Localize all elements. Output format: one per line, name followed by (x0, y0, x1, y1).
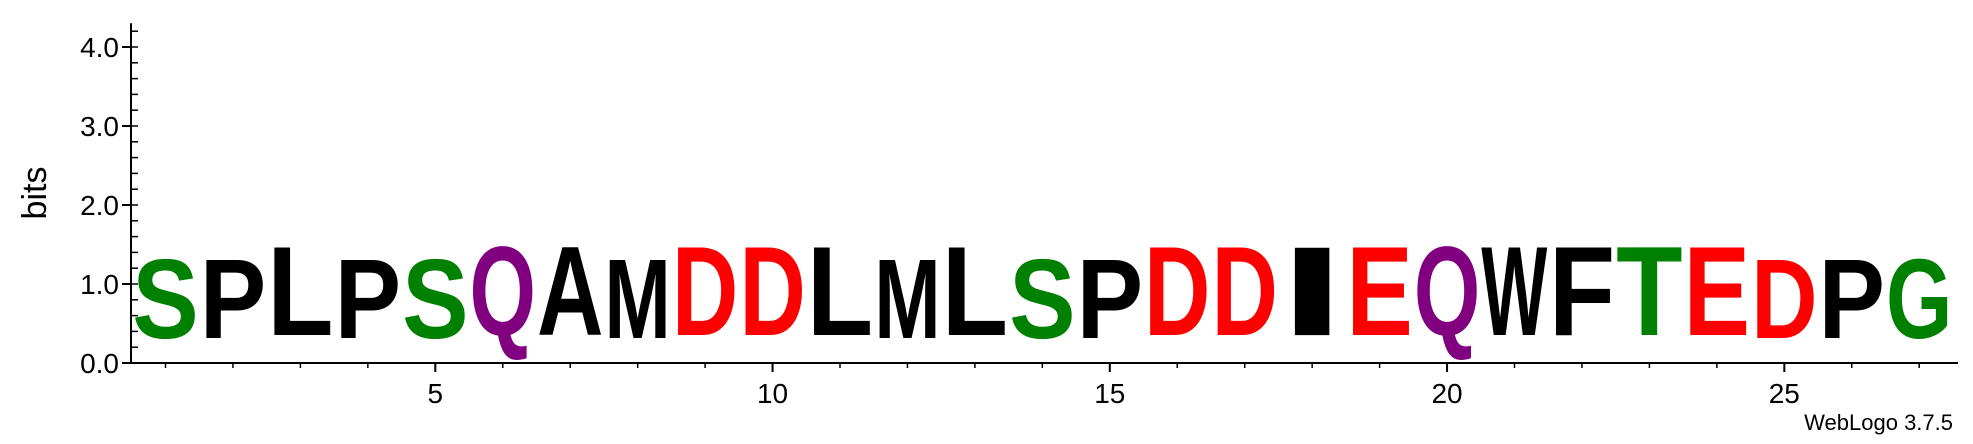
logo-letter-D: D (739, 222, 805, 363)
logo-letter-S: S (1009, 236, 1075, 362)
logo-letter-I: I (1279, 220, 1345, 362)
logo-letter-F: F (1549, 221, 1615, 363)
logo-letter-E: E (1684, 222, 1750, 363)
x-tick-label: 10 (757, 378, 788, 409)
y-axis-label: bits (16, 167, 54, 220)
logo-letter-T: T (1616, 221, 1682, 363)
logo-letter-G: G (1886, 237, 1952, 363)
logo-letter-E: E (1346, 222, 1412, 363)
x-tick-label: 25 (1769, 378, 1800, 409)
y-tick-label: 3.0 (80, 111, 119, 142)
weblogo-credit: WebLogo 3.7.5 (1804, 410, 1953, 435)
logo-letter-P: P (335, 236, 401, 362)
y-tick-label: 2.0 (80, 190, 119, 221)
y-tick-label: 4.0 (80, 32, 119, 63)
logo-letter-S: S (402, 236, 468, 362)
x-tick-label: 15 (1094, 378, 1125, 409)
y-tick-label: 1.0 (80, 269, 119, 300)
logo-letter-W: W (1481, 220, 1547, 362)
logo-letter-M: M (874, 237, 940, 363)
logo-letter-M: M (604, 237, 670, 363)
logo-letter-D: D (1751, 236, 1817, 362)
logo-letter-L: L (942, 221, 1008, 363)
axes: 0.0 1.0 2.0 3.0 4.0 5 10 15 20 25 (80, 23, 1958, 409)
logo-letter-S: S (132, 236, 198, 362)
y-tick-label: 0.0 (80, 348, 119, 379)
x-tick-label: 5 (428, 378, 444, 409)
logo-letter-L: L (267, 221, 333, 363)
x-tick-label: 20 (1431, 378, 1462, 409)
logo-letter-D: D (672, 222, 738, 363)
logo-letter-Q: Q (1414, 220, 1480, 362)
logo-letter-Q: Q (470, 220, 536, 362)
logo-letter-P: P (1077, 236, 1143, 362)
logo-letter-D: D (1144, 222, 1210, 363)
logo-letter-P: P (200, 236, 266, 362)
logo-letter-A: A (537, 222, 603, 363)
logo-letter-P: P (1819, 236, 1885, 362)
logo-letter-D: D (1211, 222, 1277, 363)
logo-letter-L: L (807, 221, 873, 363)
